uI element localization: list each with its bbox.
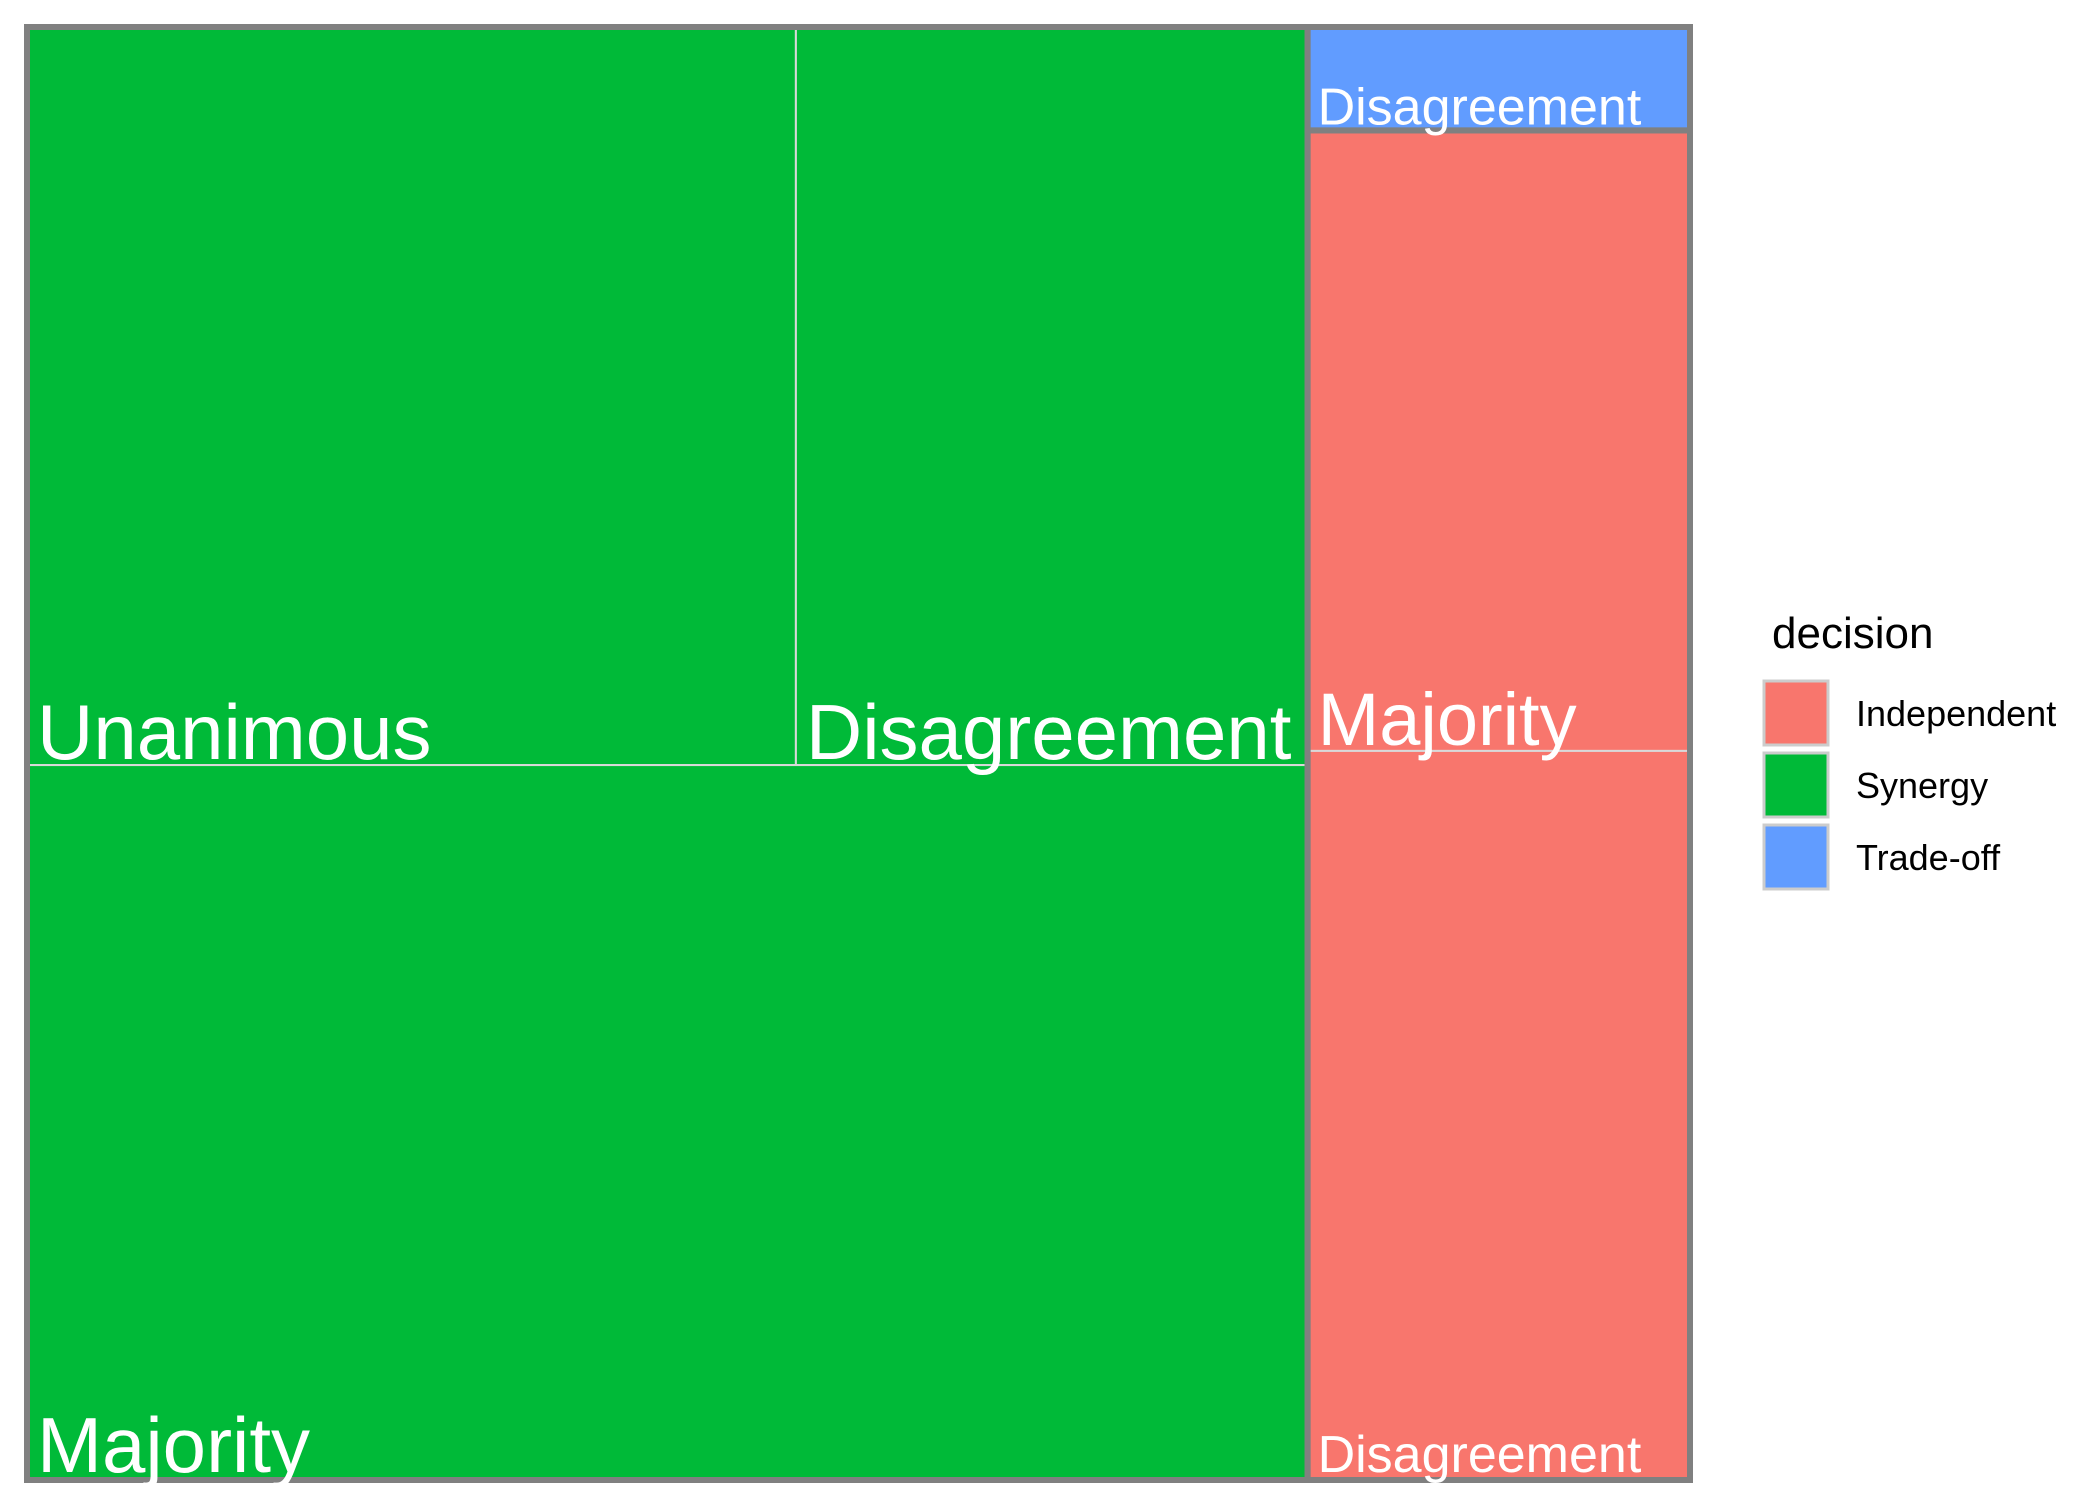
legend-label-independent: Independent [1856,693,2056,734]
tile-label-trade-off-disagreement: Disagreement [1318,78,1642,136]
tile-label-synergy-disagreement: Disagreement [806,688,1292,776]
group-border-independent [1304,127,1694,1483]
legend-key-synergy [1762,751,1830,819]
legend-label-synergy: Synergy [1856,765,1988,806]
legend-items: Independent Synergy Trade-off [1762,679,2056,891]
tile-label-synergy-unanimous: Unanimous [37,688,432,776]
tile-synergy-unanimous [26,26,797,767]
tile-label-independent-majority: Majority [1318,678,1577,761]
tile-trade-off-disagreement [1306,26,1692,132]
legend-key-independent [1762,679,1830,747]
legend: decision Independent Synergy Trade-off [1762,609,2056,891]
tile-independent-majority [1306,129,1692,752]
legend-label-trade-off: Trade-off [1856,837,2001,878]
legend-title: decision [1772,609,1933,658]
tile-label-synergy-majority: Majority [37,1401,310,1489]
treemap-tiles [26,26,1692,1481]
tile-synergy-majority [26,764,1309,1481]
treemap-labels: Unanimous Disagreement Majority Disagreemen… [37,78,1642,1489]
tile-independent-disagreement [1306,749,1692,1481]
tile-label-independent-disagreement: Disagreement [1318,1426,1642,1484]
treemap-group-borders [24,24,1694,1483]
tile-synergy-disagreement [794,26,1309,767]
legend-key-trade-off [1762,823,1830,891]
